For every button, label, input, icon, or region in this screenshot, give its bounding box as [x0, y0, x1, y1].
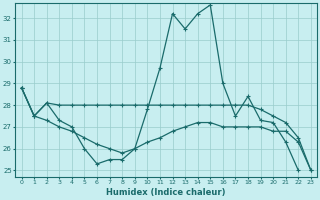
X-axis label: Humidex (Indice chaleur): Humidex (Indice chaleur) — [107, 188, 226, 197]
